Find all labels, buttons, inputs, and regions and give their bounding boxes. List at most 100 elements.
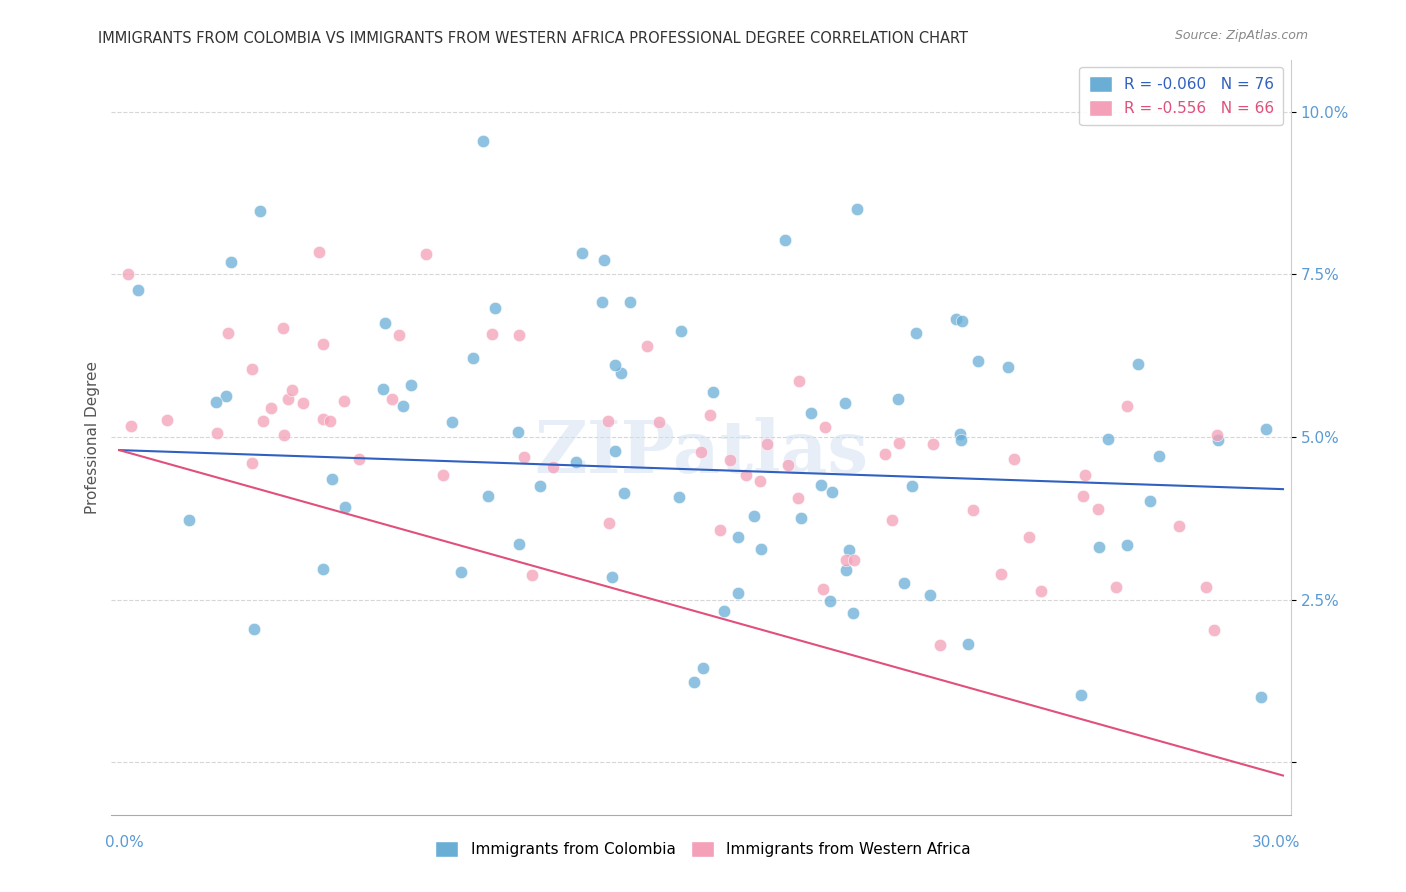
Immigrants from Colombia	[820, 594, 842, 608]
Immigrants from Western Africa	[755, 436, 778, 450]
Immigrants from Colombia	[967, 354, 990, 368]
Immigrants from Colombia	[1126, 357, 1149, 371]
Y-axis label: Professional Degree: Professional Degree	[86, 360, 100, 514]
Immigrants from Colombia	[949, 427, 972, 442]
Immigrants from Western Africa	[636, 339, 658, 353]
Immigrants from Colombia	[441, 415, 464, 429]
Immigrants from Colombia	[127, 283, 149, 297]
Immigrants from Western Africa	[787, 374, 810, 388]
Immigrants from Colombia	[312, 562, 335, 576]
Immigrants from Colombia	[842, 606, 865, 620]
Immigrants from Colombia	[950, 314, 973, 328]
Immigrants from Colombia	[671, 324, 693, 338]
Immigrants from Colombia	[821, 484, 844, 499]
Legend: R = -0.060   N = 76, R = -0.556   N = 66: R = -0.060 N = 76, R = -0.556 N = 66	[1080, 67, 1284, 125]
Text: 30.0%: 30.0%	[1253, 836, 1301, 850]
Immigrants from Western Africa	[117, 267, 139, 281]
Immigrants from Colombia	[1250, 690, 1272, 705]
Immigrants from Colombia	[506, 425, 529, 439]
Immigrants from Colombia	[775, 233, 797, 247]
Immigrants from Western Africa	[308, 245, 330, 260]
Immigrants from Western Africa	[281, 383, 304, 397]
Immigrants from Colombia	[1097, 432, 1119, 446]
Immigrants from Western Africa	[1104, 580, 1126, 594]
Immigrants from Colombia	[619, 294, 641, 309]
Immigrants from Colombia	[846, 202, 869, 216]
Immigrants from Western Africa	[787, 491, 810, 505]
Text: IMMIGRANTS FROM COLOMBIA VS IMMIGRANTS FROM WESTERN AFRICA PROFESSIONAL DEGREE C: IMMIGRANTS FROM COLOMBIA VS IMMIGRANTS F…	[98, 31, 969, 46]
Immigrants from Western Africa	[811, 582, 834, 596]
Immigrants from Colombia	[682, 674, 704, 689]
Immigrants from Colombia	[905, 326, 928, 340]
Immigrants from Western Africa	[240, 362, 263, 376]
Immigrants from Colombia	[1088, 540, 1111, 554]
Immigrants from Colombia	[613, 486, 636, 500]
Immigrants from Western Africa	[291, 396, 314, 410]
Immigrants from Colombia	[603, 358, 626, 372]
Immigrants from Western Africa	[598, 516, 620, 530]
Immigrants from Western Africa	[776, 458, 799, 473]
Immigrants from Western Africa	[1087, 502, 1109, 516]
Immigrants from Western Africa	[273, 428, 295, 442]
Immigrants from Western Africa	[217, 326, 239, 341]
Immigrants from Western Africa	[648, 415, 671, 429]
Immigrants from Western Africa	[319, 415, 342, 429]
Immigrants from Colombia	[571, 246, 593, 260]
Immigrants from Western Africa	[1202, 623, 1225, 637]
Immigrants from Colombia	[600, 570, 623, 584]
Immigrants from Western Africa	[240, 456, 263, 470]
Text: ZIPatlas: ZIPatlas	[534, 417, 868, 488]
Immigrants from Western Africa	[1195, 581, 1218, 595]
Immigrants from Western Africa	[520, 567, 543, 582]
Immigrants from Western Africa	[887, 435, 910, 450]
Immigrants from Colombia	[918, 588, 941, 602]
Immigrants from Colombia	[887, 392, 910, 406]
Immigrants from Colombia	[668, 490, 690, 504]
Immigrants from Western Africa	[156, 412, 179, 426]
Immigrants from Western Africa	[1029, 584, 1052, 599]
Immigrants from Western Africa	[749, 474, 772, 488]
Immigrants from Western Africa	[873, 447, 896, 461]
Immigrants from Western Africa	[990, 566, 1012, 581]
Immigrants from Colombia	[810, 478, 832, 492]
Immigrants from Western Africa	[259, 401, 281, 415]
Immigrants from Colombia	[790, 511, 813, 525]
Immigrants from Western Africa	[312, 412, 335, 426]
Immigrants from Colombia	[950, 434, 973, 448]
Immigrants from Western Africa	[690, 444, 713, 458]
Immigrants from Western Africa	[1116, 399, 1139, 413]
Immigrants from Colombia	[692, 661, 714, 675]
Immigrants from Western Africa	[1168, 519, 1191, 533]
Immigrants from Western Africa	[734, 467, 756, 482]
Immigrants from Western Africa	[205, 426, 228, 441]
Immigrants from Colombia	[335, 500, 357, 514]
Immigrants from Colombia	[529, 479, 551, 493]
Immigrants from Western Africa	[415, 247, 437, 261]
Immigrants from Colombia	[800, 406, 823, 420]
Immigrants from Colombia	[399, 378, 422, 392]
Immigrants from Western Africa	[333, 394, 356, 409]
Immigrants from Colombia	[956, 637, 979, 651]
Immigrants from Western Africa	[1073, 489, 1095, 503]
Immigrants from Western Africa	[432, 467, 454, 482]
Immigrants from Colombia	[242, 622, 264, 636]
Immigrants from Western Africa	[922, 437, 945, 451]
Immigrants from Colombia	[219, 255, 242, 269]
Immigrants from Colombia	[373, 382, 395, 396]
Immigrants from Colombia	[1070, 688, 1092, 702]
Text: 0.0%: 0.0%	[105, 836, 145, 850]
Immigrants from Western Africa	[718, 453, 741, 467]
Immigrants from Colombia	[727, 530, 749, 544]
Immigrants from Colombia	[477, 489, 499, 503]
Immigrants from Colombia	[177, 513, 200, 527]
Immigrants from Colombia	[564, 455, 586, 469]
Immigrants from Western Africa	[273, 321, 295, 335]
Immigrants from Colombia	[742, 508, 765, 523]
Immigrants from Western Africa	[1074, 467, 1097, 482]
Immigrants from Western Africa	[834, 553, 856, 567]
Immigrants from Colombia	[471, 134, 494, 148]
Immigrants from Western Africa	[709, 523, 731, 537]
Immigrants from Colombia	[508, 537, 530, 551]
Immigrants from Colombia	[591, 295, 613, 310]
Immigrants from Colombia	[205, 395, 228, 409]
